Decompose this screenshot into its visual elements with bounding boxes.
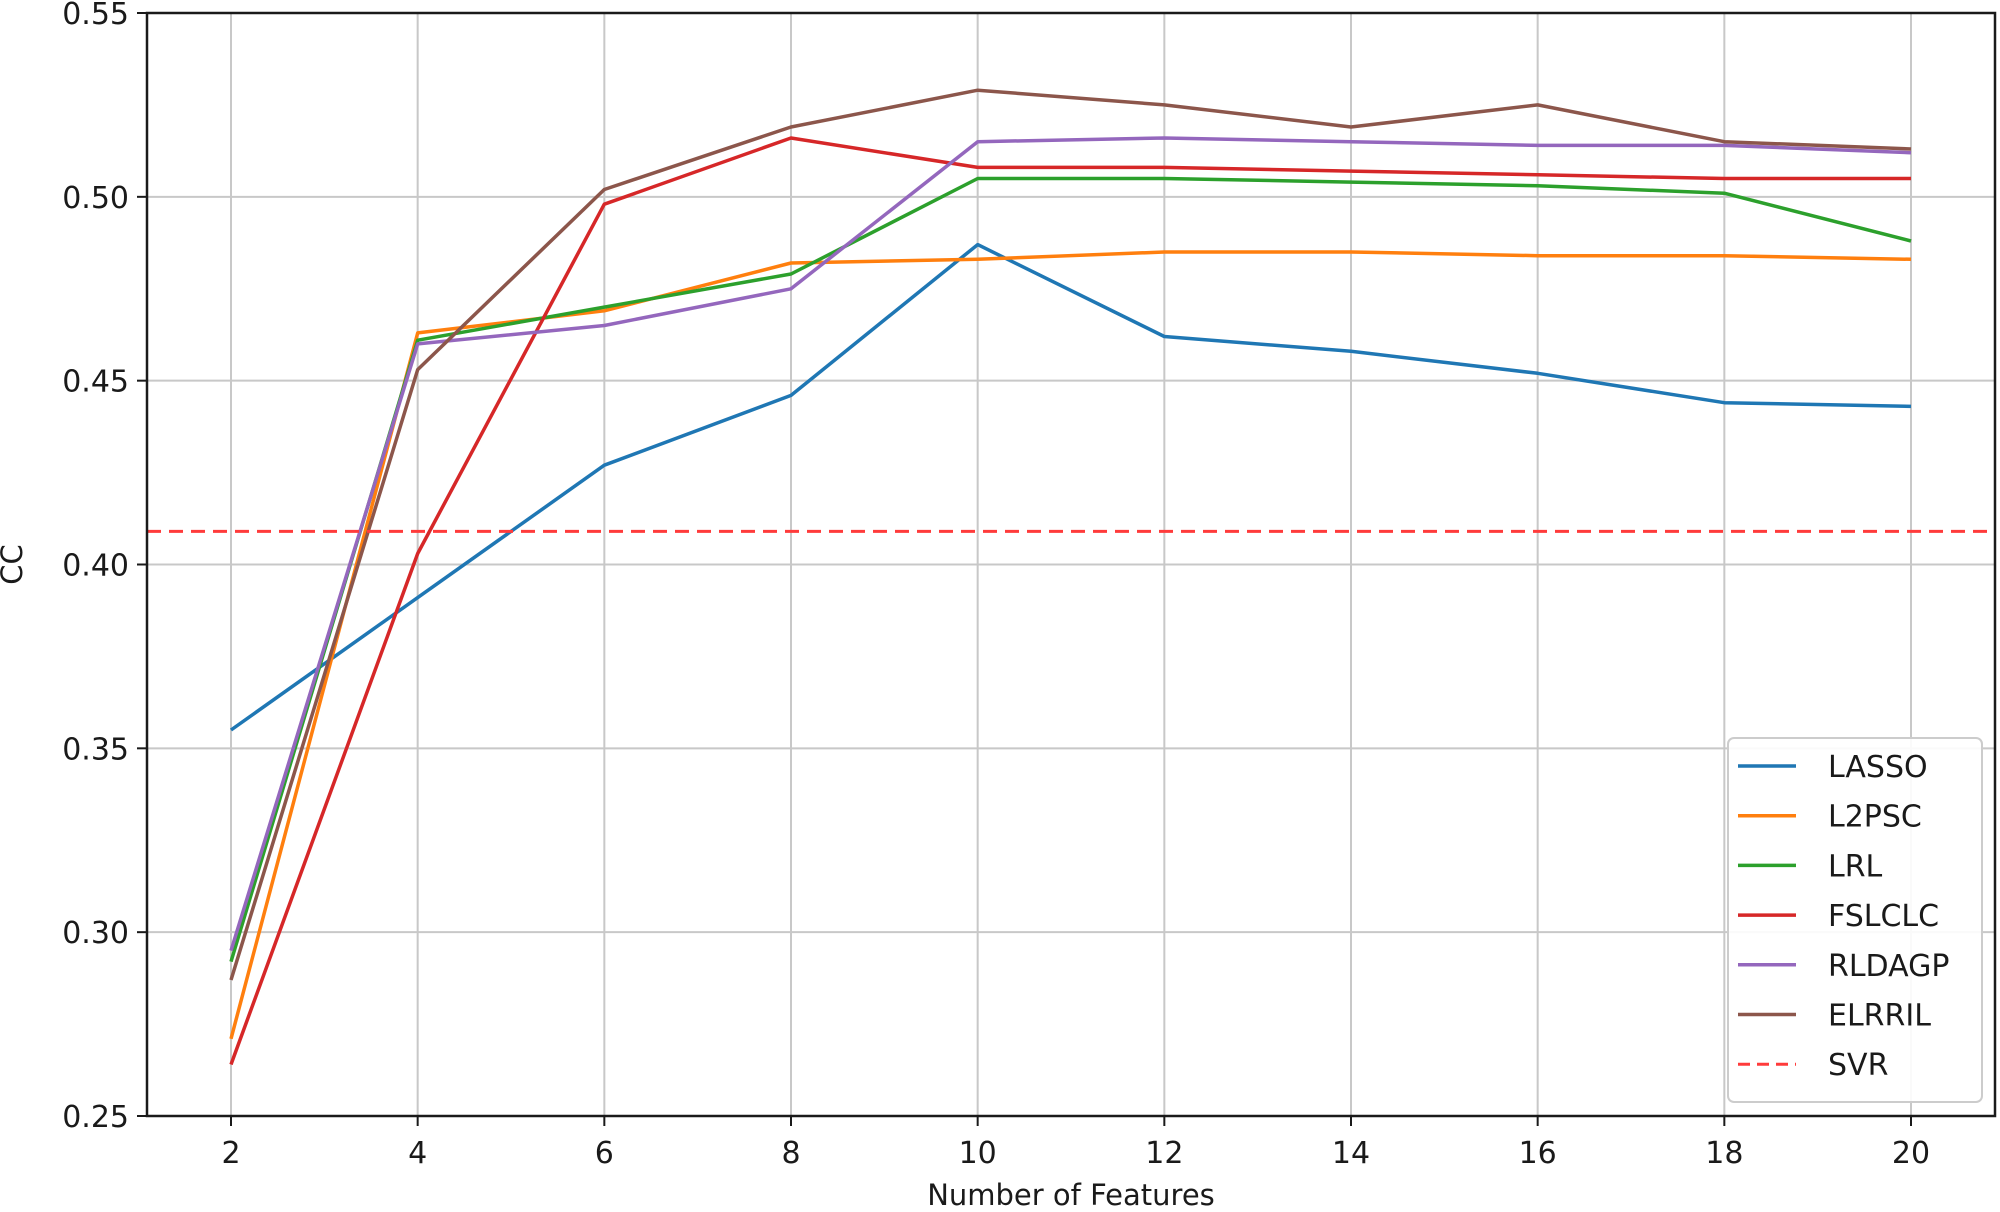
y-axis-label: CC: [0, 544, 29, 585]
x-tick-label: 4: [408, 1136, 427, 1171]
y-tick-label: 0.55: [62, 0, 129, 32]
series-line-rldagp: [229, 136, 1912, 952]
x-tick-label: 16: [1519, 1136, 1557, 1171]
series-line-l2psc: [229, 250, 1912, 1040]
legend-box: [1727, 737, 1983, 1103]
legend-label-fslclc: FSLCLC: [1828, 899, 1939, 934]
legend-label-rldagp: RLDAGP: [1828, 949, 1949, 984]
legend-label-l2psc: L2PSC: [1828, 800, 1922, 835]
y-tick-label: 0.40: [62, 549, 129, 584]
legend-label-lasso: LASSO: [1828, 750, 1928, 785]
x-tick-label: 20: [1892, 1136, 1930, 1171]
y-tick-label: 0.45: [62, 365, 129, 400]
axis-ticks: 2 4 6 8 10 12 14 16 18 20 0.25 0.30 0.35 0.40 0.45 0.50…: [62, 0, 1930, 1171]
y-tick-label: 0.35: [62, 732, 129, 767]
x-tick-label: 12: [1145, 1136, 1183, 1171]
legend-label-svr: SVR: [1828, 1048, 1888, 1083]
series-line-elrril: [229, 88, 1912, 981]
series-layer: [147, 88, 1995, 1066]
series-line-fslclc: [229, 136, 1911, 1066]
legend-label-elrril: ELRRIL: [1828, 999, 1931, 1034]
y-tick-label: 0.25: [62, 1100, 129, 1135]
x-tick-label: 14: [1332, 1136, 1370, 1171]
x-tick-label: 18: [1705, 1136, 1743, 1171]
legend: LASSO L2PSC LRL FSLCLC RLDAGP ELRRIL SVR: [1727, 737, 1983, 1103]
x-tick-label: 10: [959, 1136, 997, 1171]
series-line-lrl: [229, 176, 1912, 963]
x-tick-label: 6: [595, 1136, 614, 1171]
series-line-lasso: [229, 242, 1912, 732]
legend-label-lrl: LRL: [1828, 849, 1883, 884]
x-axis-label: Number of Features: [927, 1178, 1215, 1212]
y-tick-label: 0.30: [62, 916, 129, 951]
x-tick-label: 2: [221, 1136, 240, 1171]
x-tick-label: 8: [781, 1136, 800, 1171]
y-tick-label: 0.50: [62, 181, 129, 216]
